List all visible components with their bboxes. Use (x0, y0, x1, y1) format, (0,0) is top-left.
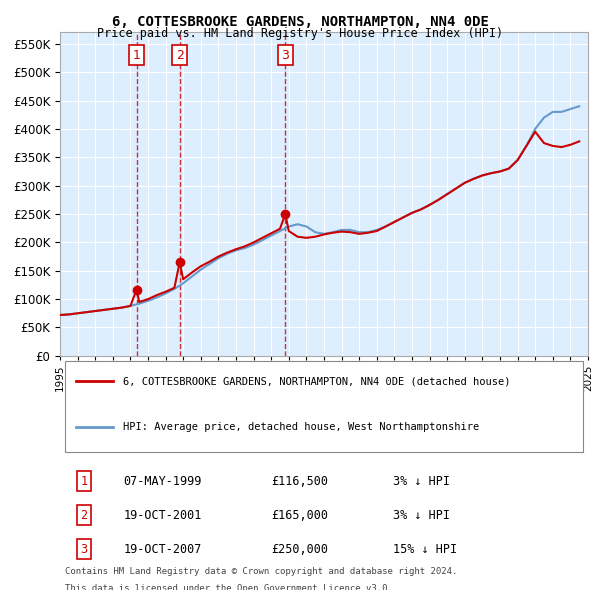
Text: 2: 2 (80, 509, 88, 522)
Text: HPI: Average price, detached house, West Northamptonshire: HPI: Average price, detached house, West… (124, 422, 479, 432)
Text: 3: 3 (80, 543, 88, 556)
Text: 2: 2 (176, 48, 184, 61)
FancyBboxPatch shape (65, 361, 583, 452)
Text: 19-OCT-2007: 19-OCT-2007 (124, 543, 202, 556)
Text: £165,000: £165,000 (271, 509, 328, 522)
Text: 07-MAY-1999: 07-MAY-1999 (124, 475, 202, 488)
Text: 3: 3 (281, 48, 289, 61)
Text: 3% ↓ HPI: 3% ↓ HPI (392, 509, 449, 522)
Text: 19-OCT-2001: 19-OCT-2001 (124, 509, 202, 522)
Text: 1: 1 (133, 48, 140, 61)
Text: This data is licensed under the Open Government Licence v3.0.: This data is licensed under the Open Gov… (65, 584, 393, 590)
Text: Price paid vs. HM Land Registry's House Price Index (HPI): Price paid vs. HM Land Registry's House … (97, 27, 503, 40)
Text: 3% ↓ HPI: 3% ↓ HPI (392, 475, 449, 488)
Text: 6, COTTESBROOKE GARDENS, NORTHAMPTON, NN4 0DE (detached house): 6, COTTESBROOKE GARDENS, NORTHAMPTON, NN… (124, 376, 511, 386)
Text: 1: 1 (80, 475, 88, 488)
Text: £116,500: £116,500 (271, 475, 328, 488)
Text: £250,000: £250,000 (271, 543, 328, 556)
Text: 15% ↓ HPI: 15% ↓ HPI (392, 543, 457, 556)
Text: Contains HM Land Registry data © Crown copyright and database right 2024.: Contains HM Land Registry data © Crown c… (65, 567, 458, 576)
Text: 6, COTTESBROOKE GARDENS, NORTHAMPTON, NN4 0DE: 6, COTTESBROOKE GARDENS, NORTHAMPTON, NN… (112, 15, 488, 29)
